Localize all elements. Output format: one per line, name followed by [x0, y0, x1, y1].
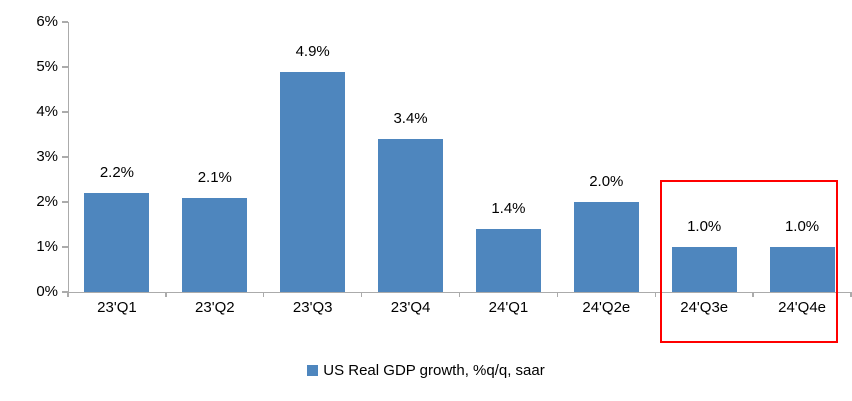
x-tick [165, 292, 167, 297]
x-label-24q4e: 24'Q4e [778, 299, 827, 316]
y-axis-line [68, 22, 70, 293]
y-axis-label-0: 0% [36, 283, 58, 300]
x-label-24q1: 24'Q1 [488, 299, 529, 316]
y-tick [62, 66, 68, 68]
x-label-24q3e: 24'Q3e [680, 299, 729, 316]
x-tick [360, 292, 363, 297]
y-tick [62, 291, 68, 293]
y-tick [62, 156, 68, 158]
forecast-highlight-box [660, 180, 838, 343]
x-tick [556, 292, 559, 297]
x-label-23q2: 23'Q2 [195, 299, 235, 316]
x-tick [458, 292, 461, 297]
y-axis-label-3: 3% [36, 148, 58, 165]
bar-23q3 [280, 71, 346, 292]
legend-marker-icon [307, 364, 319, 376]
y-axis-label-2: 2% [36, 193, 58, 210]
value-label-24q3e: 1.0% [687, 218, 722, 235]
x-label-23q4: 23'Q4 [390, 299, 431, 316]
y-axis-label-4: 4% [36, 103, 58, 120]
bar-24q3e [671, 247, 737, 292]
x-label-23q3: 23'Q3 [292, 299, 333, 316]
y-tick [62, 246, 68, 248]
x-tick [654, 292, 656, 297]
legend-label: US Real GDP growth, %q/q, saar [323, 361, 545, 379]
value-label-23q4: 3.4% [393, 110, 428, 127]
value-label-24q1: 1.4% [491, 200, 526, 217]
value-label-24q4e: 1.0% [784, 218, 820, 235]
x-label-24q2e: 24'Q2e [582, 299, 631, 316]
value-label-23q1: 2.2% [99, 164, 135, 181]
legend: US Real GDP growth, %q/q, saar [0, 360, 852, 380]
bar-24q4e [769, 247, 835, 292]
value-label-23q2: 2.1% [197, 168, 232, 186]
y-axis-label-1: 1% [36, 238, 58, 255]
y-tick [62, 21, 68, 23]
y-tick [62, 201, 68, 203]
x-tick [850, 292, 852, 297]
x-tick [752, 292, 754, 297]
x-tick [263, 292, 265, 297]
value-label-24q2e: 2.0% [589, 173, 624, 190]
y-axis-label-6: 6% [36, 13, 58, 30]
bar-24q1 [475, 229, 541, 292]
x-axis-line [62, 292, 851, 294]
y-tick [62, 111, 68, 113]
bar-23q4 [378, 139, 444, 292]
bar-23q1 [84, 193, 150, 292]
y-axis-label-5: 5% [36, 58, 58, 75]
bar-24q2e [573, 202, 639, 292]
value-label-23q3: 4.9% [295, 42, 330, 60]
x-label-23q1: 23'Q1 [97, 299, 137, 316]
x-tick [67, 292, 69, 297]
bar-23q2 [182, 197, 248, 292]
